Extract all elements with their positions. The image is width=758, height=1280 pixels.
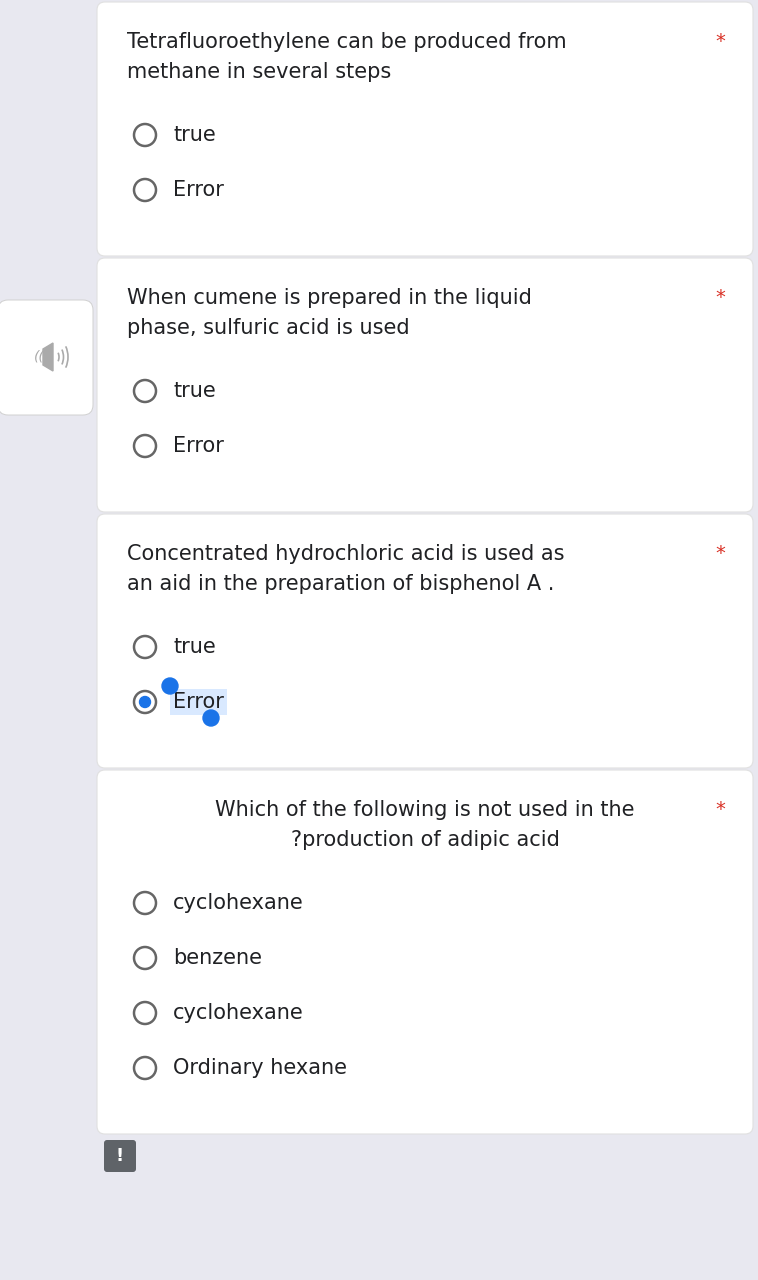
Text: true: true: [173, 125, 216, 145]
Text: *: *: [715, 288, 725, 307]
Text: *: *: [715, 544, 725, 563]
Text: Tetrafluoroethylene can be produced from: Tetrafluoroethylene can be produced from: [127, 32, 567, 52]
FancyBboxPatch shape: [104, 1140, 136, 1172]
Text: an aid in the preparation of bisphenol A .: an aid in the preparation of bisphenol A…: [127, 573, 554, 594]
Text: true: true: [173, 637, 216, 657]
Text: *: *: [715, 32, 725, 51]
Text: When cumene is prepared in the liquid: When cumene is prepared in the liquid: [127, 288, 532, 308]
FancyBboxPatch shape: [97, 3, 753, 256]
FancyBboxPatch shape: [97, 515, 753, 768]
Text: methane in several steps: methane in several steps: [127, 61, 391, 82]
Text: benzene: benzene: [173, 948, 262, 968]
Circle shape: [139, 696, 151, 708]
Text: cyclohexane: cyclohexane: [173, 893, 304, 913]
Text: Error: Error: [173, 180, 224, 200]
Text: ?production of adipic acid: ?production of adipic acid: [290, 829, 559, 850]
Text: Error: Error: [173, 692, 224, 712]
FancyBboxPatch shape: [97, 771, 753, 1134]
Text: Which of the following is not used in the: Which of the following is not used in th…: [215, 800, 634, 820]
Text: Ordinary hexane: Ordinary hexane: [173, 1059, 347, 1078]
Text: *: *: [715, 800, 725, 819]
Text: !: !: [116, 1147, 124, 1165]
Text: cyclohexane: cyclohexane: [173, 1004, 304, 1023]
Text: ((: ((: [34, 349, 45, 364]
Text: phase, sulfuric acid is used: phase, sulfuric acid is used: [127, 317, 409, 338]
Circle shape: [203, 710, 219, 726]
Text: Concentrated hydrochloric acid is used as: Concentrated hydrochloric acid is used a…: [127, 544, 565, 564]
Circle shape: [162, 678, 178, 694]
FancyBboxPatch shape: [97, 259, 753, 512]
Text: true: true: [173, 381, 216, 401]
Text: Error: Error: [173, 436, 224, 456]
Polygon shape: [43, 343, 53, 371]
FancyBboxPatch shape: [0, 300, 93, 415]
